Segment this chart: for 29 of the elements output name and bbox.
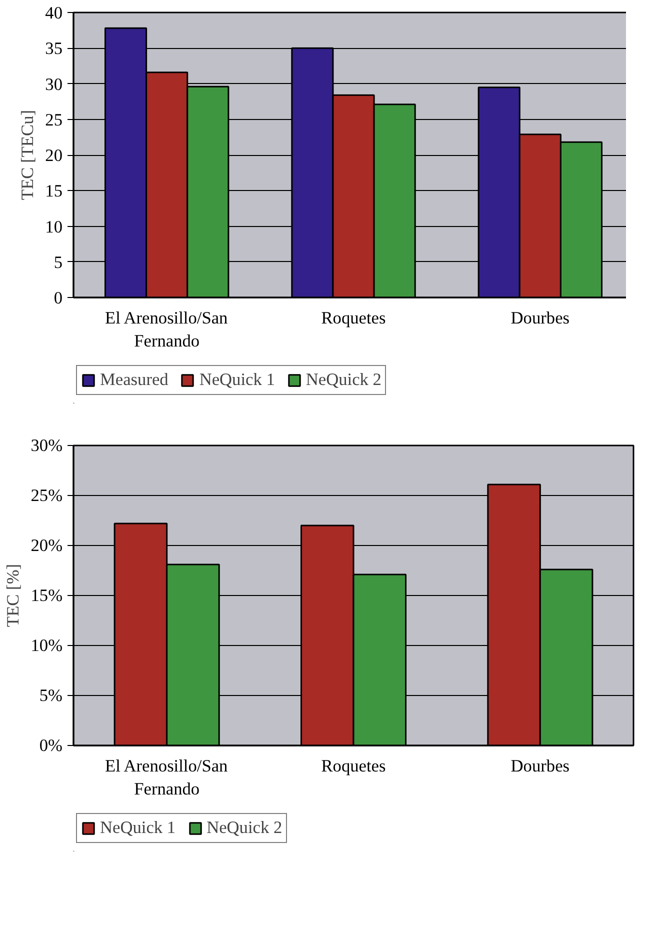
y-tick-label: 30% — [30, 436, 63, 455]
x-tick-label: Dourbes — [510, 756, 570, 776]
legend-label: NeQuick 2 — [306, 370, 382, 390]
y-tick-label: 10 — [45, 217, 62, 236]
y-tick-label: 40 — [45, 4, 62, 22]
y-tick-label: 10% — [30, 636, 63, 655]
y-tick-label: 0 — [54, 288, 63, 308]
x-tick-label: Roquetes — [321, 756, 386, 776]
y-tick-label: 25% — [30, 486, 63, 505]
y-axis-title: TEC [TECu] — [18, 110, 38, 200]
x-tick-label: El Arenosillo/San Fernando — [104, 756, 228, 798]
y-tick-label: 5 — [54, 252, 63, 272]
legend-label: NeQuick 2 — [206, 818, 282, 838]
y-tick-label: 5% — [39, 686, 63, 705]
y-tick-label: 0% — [39, 736, 63, 755]
y-tick-label: 15 — [45, 182, 62, 201]
y-tick-label: 15% — [30, 586, 63, 605]
y-tick-label: 25 — [45, 110, 62, 130]
y-tick-label: 30 — [45, 74, 62, 94]
x-tick-label: Dourbes — [510, 308, 570, 328]
legend-label: NeQuick 1 — [199, 370, 275, 390]
y-tick-label: 20% — [30, 536, 63, 555]
x-tick-label: Roquetes — [321, 308, 386, 328]
x-tick-label: El Arenosillo/San Fernando — [104, 308, 228, 350]
y-tick-label: 35 — [45, 39, 62, 58]
legend-label: NeQuick 1 — [100, 818, 176, 838]
legend-label: Measured — [100, 370, 168, 390]
y-axis-title: TEC [%] — [4, 564, 23, 628]
y-tick-label: 20 — [45, 146, 62, 165]
